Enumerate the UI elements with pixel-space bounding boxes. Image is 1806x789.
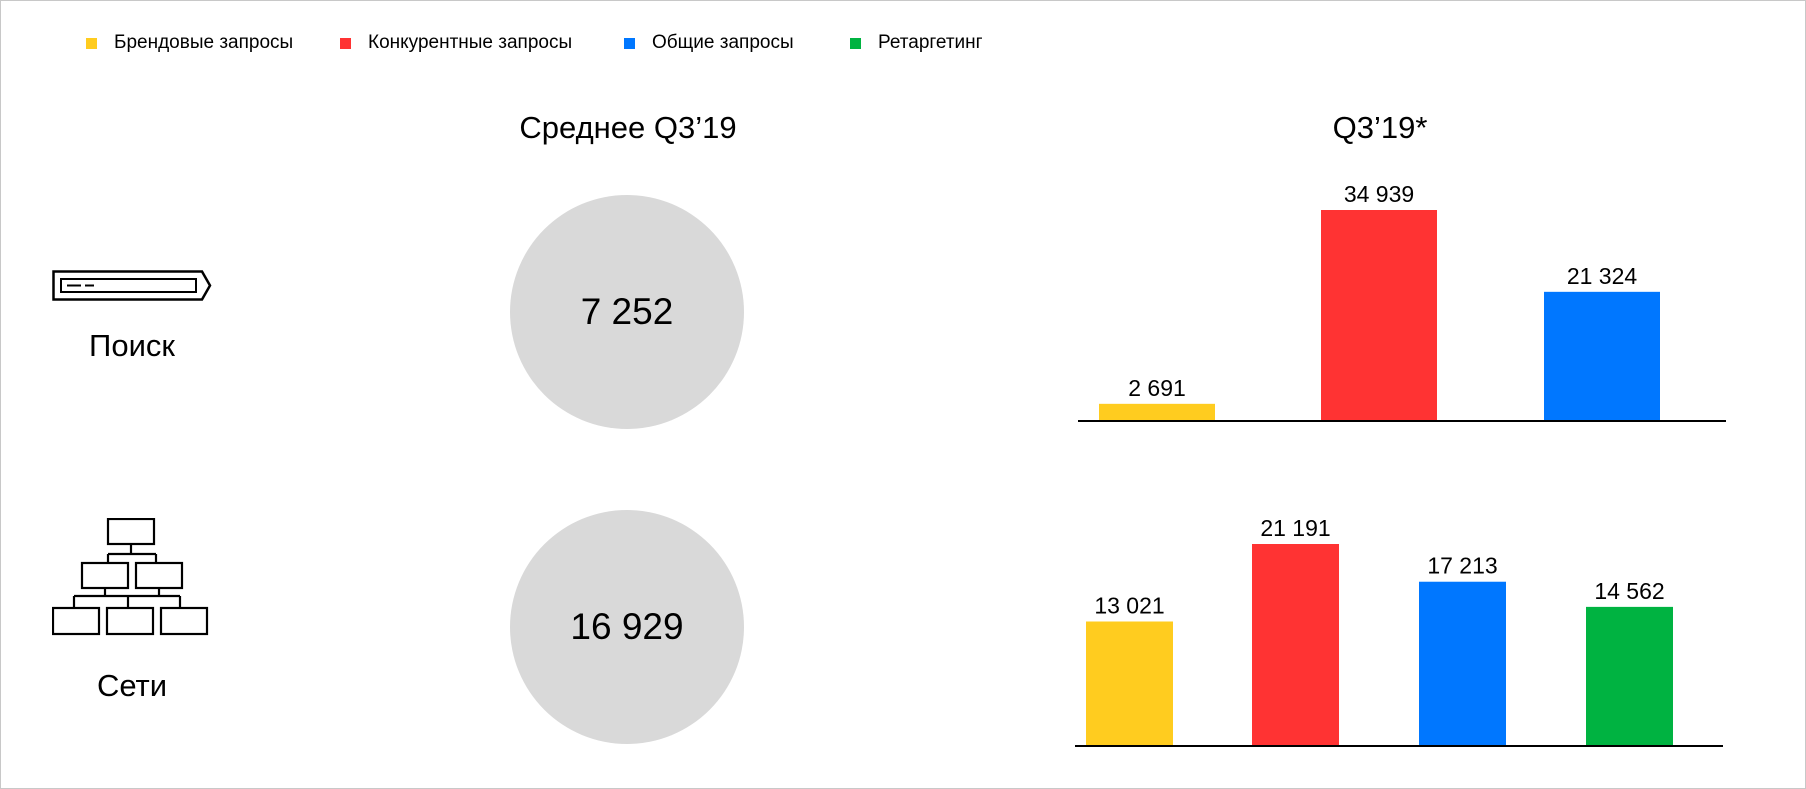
legend-label-brand: Брендовые запросы [114, 32, 294, 53]
average-value-networks: 16 929 [570, 606, 684, 647]
legend-label-general: Общие запросы [652, 32, 794, 53]
legend-swatch-general [624, 38, 635, 49]
networks-bar-retargeting [1586, 606, 1673, 745]
networks-value-label-general: 17 213 [1427, 553, 1497, 579]
average-circle-search: 7 252 [510, 195, 744, 429]
legend-swatch-competitor [340, 38, 351, 49]
networks-bar-competitor [1252, 544, 1339, 745]
legend-swatch-retargeting [850, 38, 861, 49]
average-circle-networks: 16 929 [510, 510, 744, 744]
networks-bar-chart: 13 021 21 191 17 213 14 562 [1075, 515, 1723, 747]
search-bar-competitor [1321, 210, 1437, 420]
networks-value-label-competitor: 21 191 [1260, 515, 1330, 541]
quarter-column-title: Q3’19* [1332, 110, 1428, 145]
search-value-label-general: 21 324 [1567, 263, 1638, 289]
legend-label-retargeting: Ретаргетинг [878, 32, 983, 53]
search-bar-icon [52, 270, 212, 301]
row-label-networks: Сети [96, 668, 168, 703]
network-hierarchy-icon [52, 518, 209, 636]
search-bar-chart: 2 691 34 939 21 324 [1078, 181, 1726, 422]
search-value-label-brand: 2 691 [1128, 375, 1186, 401]
legend-swatch-brand [86, 38, 97, 49]
networks-value-label-brand: 13 021 [1094, 592, 1164, 618]
networks-value-label-retargeting: 14 562 [1594, 578, 1664, 604]
networks-bar-general [1419, 581, 1506, 745]
search-bar-brand [1099, 403, 1215, 420]
average-value-search: 7 252 [580, 291, 674, 332]
search-value-label-competitor: 34 939 [1344, 181, 1414, 207]
legend-label-competitor: Конкурентные запросы [368, 32, 573, 53]
average-column-title: Среднее Q3’19 [519, 110, 737, 145]
row-label-search: Поиск [89, 328, 175, 363]
networks-bar-brand [1086, 621, 1173, 745]
search-bar-general [1544, 291, 1660, 420]
